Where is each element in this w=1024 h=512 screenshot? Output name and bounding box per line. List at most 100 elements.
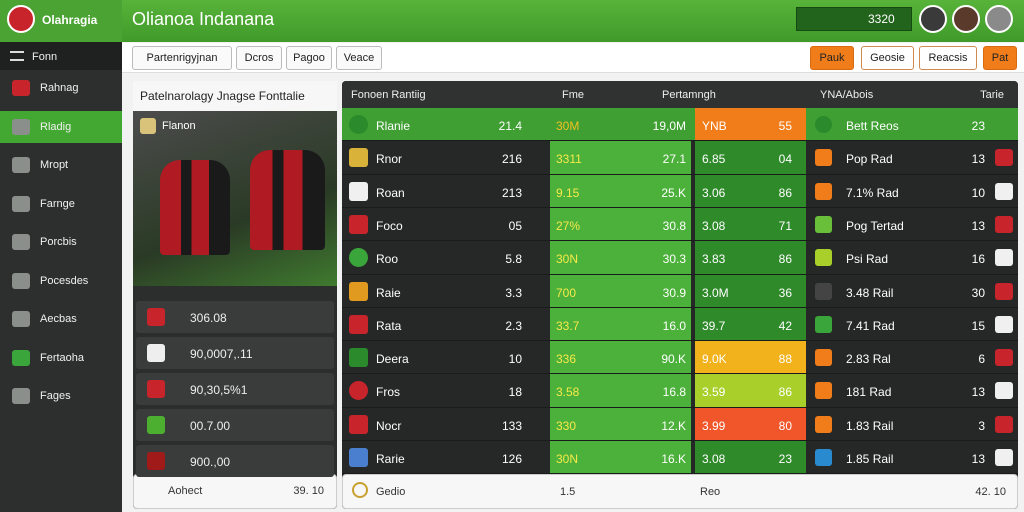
- cell: 05: [508, 218, 522, 233]
- cell: 86: [778, 385, 792, 400]
- table-footer: [342, 474, 1018, 509]
- cell-highlight: [695, 374, 806, 408]
- tab-label: Dcros: [244, 52, 274, 64]
- sidebar-item[interactable]: Rladig: [40, 120, 72, 133]
- cell: 13: [971, 385, 985, 400]
- list-value: 00.7.00: [190, 419, 231, 433]
- row-line: [342, 373, 1018, 375]
- list-row[interactable]: [136, 373, 334, 405]
- row-icon: [815, 149, 832, 167]
- tab-label: Veace: [343, 52, 375, 64]
- row-icon: [815, 382, 832, 400]
- cell-highlight: [695, 407, 806, 441]
- sidebar-item[interactable]: Pocesdes: [40, 274, 89, 287]
- cell: 213: [501, 185, 522, 200]
- panel-footer[interactable]: [133, 474, 337, 509]
- team-name: Deera: [376, 352, 409, 367]
- cell: 25.K: [661, 185, 686, 200]
- cell: 30.8: [662, 218, 686, 233]
- sidebar-item[interactable]: Mropt: [40, 159, 69, 171]
- cell: 3.58: [556, 385, 580, 400]
- cell: 6: [978, 352, 985, 367]
- column-band: [550, 108, 691, 474]
- tab[interactable]: [336, 46, 382, 70]
- button[interactable]: [810, 46, 854, 70]
- sidebar-item[interactable]: Porcbis: [40, 236, 77, 248]
- row-line: [342, 340, 1018, 342]
- cell: 7.1% Rad: [846, 185, 899, 200]
- cell: 3.48 Rail: [846, 285, 894, 300]
- list-row[interactable]: [136, 337, 334, 369]
- team-icon: [349, 414, 368, 434]
- cell-highlight: [695, 341, 806, 375]
- cell: 6.85: [702, 152, 726, 167]
- cell: 3.59: [702, 385, 726, 400]
- button[interactable]: [861, 46, 914, 70]
- team-icon: [349, 381, 368, 401]
- row-icon: [815, 116, 832, 133]
- sidebar-icon: [12, 311, 30, 327]
- team-name: Rnor: [376, 152, 403, 167]
- cell: 3.3: [505, 285, 522, 300]
- list-icon: [147, 452, 165, 470]
- button-label: Pat: [991, 52, 1009, 64]
- avatar[interactable]: [985, 5, 1013, 33]
- badge: [140, 118, 156, 134]
- sidebar-icon: [12, 272, 30, 289]
- cell: 1.85 Rail: [846, 452, 894, 466]
- tab[interactable]: [286, 46, 332, 70]
- sidebar-icon: [12, 234, 30, 250]
- row-line: [342, 206, 1018, 208]
- cell: 42: [778, 318, 792, 333]
- column-header: Fonoen Rantiig: [351, 89, 426, 101]
- list-row[interactable]: [136, 301, 334, 333]
- avatar[interactable]: [919, 5, 947, 33]
- column-header: YNA/Abois: [820, 89, 874, 101]
- column-header: Tarie: [980, 89, 1004, 101]
- list-row[interactable]: [136, 409, 334, 441]
- cell: 3.08: [702, 452, 726, 466]
- menu-icon: [10, 51, 24, 61]
- list-row[interactable]: [136, 445, 334, 477]
- column-header: Fme: [562, 89, 584, 101]
- list-value: 90,30,5%1: [190, 383, 248, 397]
- sidebar-item[interactable]: Fages: [40, 390, 71, 402]
- tab[interactable]: [236, 46, 282, 70]
- cell: 16: [971, 252, 985, 267]
- list-value: 306.08: [190, 311, 227, 325]
- cell: 10: [508, 352, 522, 367]
- list-value: 90,0007,.11: [190, 347, 253, 361]
- cell: 21.4: [498, 119, 522, 133]
- cell: YNB: [702, 119, 727, 133]
- tab-label: Partenrigyjnan: [146, 52, 218, 64]
- player: [160, 160, 230, 255]
- sidebar-icon: [12, 388, 30, 404]
- team-name: Nocr: [376, 418, 402, 433]
- sidebar-item[interactable]: Aecbas: [40, 313, 77, 325]
- avatar[interactable]: [952, 5, 980, 33]
- button[interactable]: [919, 46, 977, 70]
- cell: 15: [971, 318, 985, 333]
- button[interactable]: [983, 46, 1017, 70]
- row-icon: [815, 249, 832, 267]
- row-line: [342, 140, 1018, 142]
- cell: 10: [971, 185, 985, 200]
- sidebar-item[interactable]: Fertaoha: [40, 351, 85, 364]
- team-name: Fros: [376, 385, 400, 400]
- cell: 9.0K: [702, 352, 727, 367]
- tab[interactable]: [132, 46, 232, 70]
- cell: 27.1: [662, 152, 686, 167]
- flag-icon: [995, 215, 1013, 233]
- footer-icon: [352, 482, 368, 498]
- sidebar-item[interactable]: Rahnag: [40, 82, 79, 94]
- team-name: Rlanie: [376, 119, 411, 133]
- panel-footer-value: 39. 10: [293, 485, 324, 497]
- panel-header: [133, 81, 337, 111]
- sidebar-icon: [12, 157, 30, 173]
- sidebar-item[interactable]: Farnge: [40, 197, 75, 210]
- cell: 30N: [556, 452, 579, 466]
- cell: 16.0: [662, 318, 686, 333]
- cell: 04: [778, 152, 792, 167]
- cell: Psi Rad: [846, 252, 889, 267]
- list-icon: [147, 308, 165, 326]
